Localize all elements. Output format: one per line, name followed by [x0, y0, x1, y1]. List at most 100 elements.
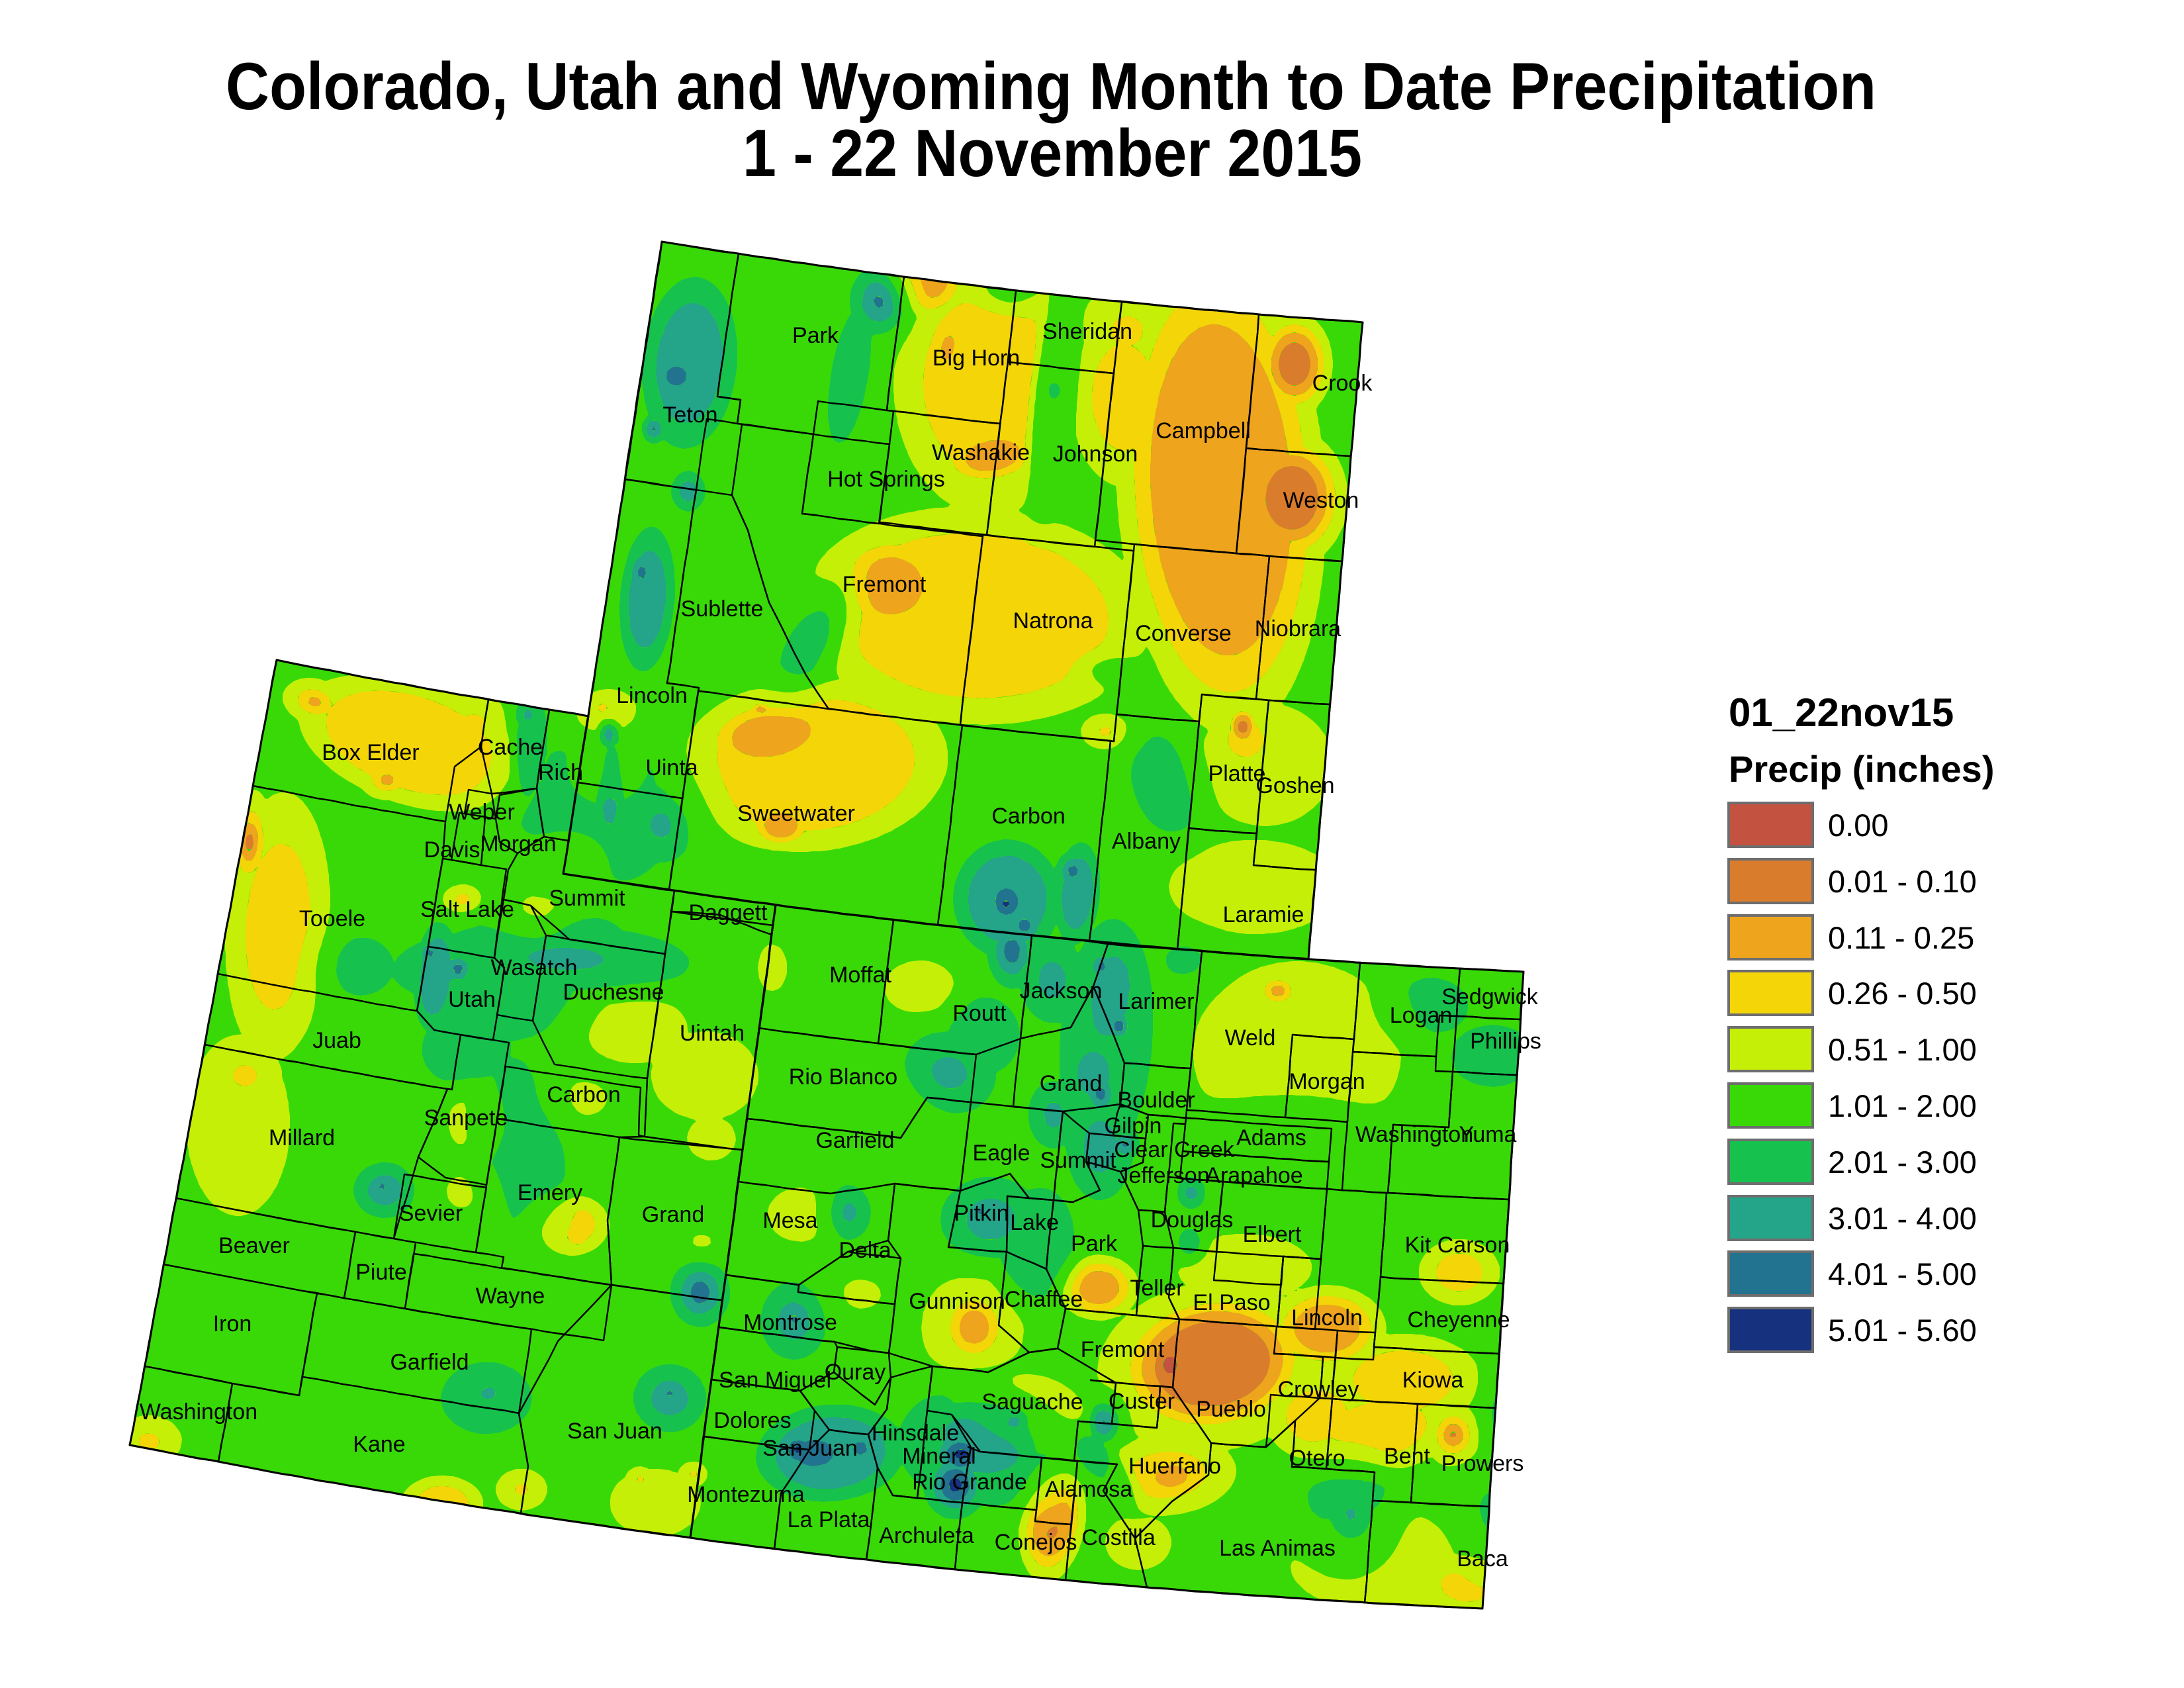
svg-text:Sedgwick: Sedgwick	[1441, 984, 1539, 1009]
svg-text:Ouray: Ouray	[825, 1360, 886, 1385]
svg-text:Carbon: Carbon	[547, 1082, 621, 1107]
svg-text:Utah: Utah	[448, 987, 496, 1012]
svg-text:Gilpin: Gilpin	[1105, 1113, 1162, 1139]
svg-text:Duchesne: Duchesne	[563, 980, 664, 1005]
svg-text:Baca: Baca	[1457, 1546, 1508, 1571]
svg-text:Cheyenne: Cheyenne	[1407, 1307, 1510, 1333]
svg-text:Lincoln: Lincoln	[616, 683, 688, 708]
svg-text:La Plata: La Plata	[788, 1507, 870, 1532]
svg-text:Conejos: Conejos	[995, 1530, 1077, 1555]
svg-text:Kiowa: Kiowa	[1402, 1368, 1464, 1393]
svg-text:Hinsdale: Hinsdale	[872, 1421, 959, 1446]
svg-text:0.01 - 0.10: 0.01 - 0.10	[1828, 864, 1977, 899]
svg-text:Juab: Juab	[312, 1028, 361, 1053]
svg-text:Las Animas: Las Animas	[1219, 1536, 1336, 1561]
svg-text:Garfield: Garfield	[815, 1128, 894, 1153]
svg-text:1.01 - 2.00: 1.01 - 2.00	[1828, 1088, 1977, 1123]
svg-text:Rich: Rich	[538, 760, 583, 785]
svg-text:Phillips: Phillips	[1470, 1029, 1541, 1054]
svg-text:Park: Park	[1071, 1231, 1118, 1256]
svg-text:Beaver: Beaver	[218, 1233, 290, 1258]
svg-text:Tooele: Tooele	[299, 906, 365, 931]
svg-text:Johnson: Johnson	[1053, 442, 1138, 467]
svg-text:Crook: Crook	[1312, 371, 1373, 396]
svg-text:Eagle: Eagle	[973, 1141, 1030, 1166]
svg-text:Fremont: Fremont	[842, 572, 927, 597]
svg-text:Morgan: Morgan	[480, 831, 556, 857]
svg-text:Rio Grande: Rio Grande	[912, 1470, 1027, 1495]
svg-text:Laramie: Laramie	[1223, 902, 1304, 927]
svg-text:Grand: Grand	[642, 1202, 705, 1227]
svg-text:Sheridan: Sheridan	[1042, 319, 1132, 344]
svg-text:Carbon: Carbon	[991, 804, 1066, 829]
svg-text:Weber: Weber	[449, 800, 515, 825]
svg-text:Kane: Kane	[353, 1432, 405, 1457]
svg-text:Costilla: Costilla	[1081, 1525, 1156, 1550]
svg-text:0.00: 0.00	[1828, 808, 1888, 843]
svg-text:Morgan: Morgan	[1289, 1069, 1365, 1094]
svg-text:Jackson: Jackson	[1020, 978, 1103, 1004]
svg-text:Colorado, Utah and Wyoming Mon: Colorado, Utah and Wyoming Month to Date…	[226, 50, 1876, 124]
svg-text:Sevier: Sevier	[399, 1201, 463, 1226]
svg-text:San Juan: San Juan	[567, 1419, 662, 1444]
svg-text:5.01 - 5.60: 5.01 - 5.60	[1828, 1313, 1977, 1348]
svg-text:Lincoln: Lincoln	[1291, 1305, 1363, 1331]
svg-text:Douglas: Douglas	[1151, 1207, 1234, 1233]
svg-text:Gunnison: Gunnison	[909, 1289, 1005, 1314]
svg-text:Box Elder: Box Elder	[322, 740, 419, 765]
svg-text:Pitkin: Pitkin	[954, 1201, 1009, 1226]
svg-text:3.01 - 4.00: 3.01 - 4.00	[1828, 1201, 1977, 1236]
svg-text:Fremont: Fremont	[1081, 1337, 1165, 1362]
svg-text:San Miguel: San Miguel	[719, 1368, 831, 1393]
svg-text:Yuma: Yuma	[1459, 1122, 1517, 1147]
svg-text:Dolores: Dolores	[713, 1408, 791, 1433]
svg-text:Lake: Lake	[1010, 1210, 1059, 1235]
svg-text:Uinta: Uinta	[645, 755, 698, 780]
svg-text:Uintah: Uintah	[680, 1021, 745, 1046]
svg-text:Routt: Routt	[952, 1001, 1007, 1026]
svg-text:Jefferson: Jefferson	[1117, 1163, 1209, 1188]
svg-text:Garfield: Garfield	[390, 1350, 469, 1375]
svg-text:Campbell: Campbell	[1156, 418, 1251, 444]
svg-text:Summit: Summit	[549, 886, 625, 911]
svg-text:0.11 - 0.25: 0.11 - 0.25	[1828, 920, 1974, 955]
svg-text:Montrose: Montrose	[743, 1310, 837, 1335]
svg-text:Niobrara: Niobrara	[1255, 616, 1341, 641]
svg-text:Summit: Summit	[1040, 1148, 1116, 1173]
svg-text:Washakie: Washakie	[932, 440, 1030, 465]
svg-text:Logan: Logan	[1390, 1003, 1453, 1028]
svg-text:Daggett: Daggett	[688, 900, 768, 925]
svg-text:Archuleta: Archuleta	[879, 1523, 974, 1548]
svg-text:San Juan: San Juan	[762, 1436, 858, 1461]
svg-text:Davis: Davis	[424, 837, 480, 863]
svg-text:Adams: Adams	[1236, 1125, 1306, 1150]
svg-text:Delta: Delta	[839, 1238, 891, 1263]
svg-text:Saguache: Saguache	[981, 1389, 1083, 1415]
svg-text:Emery: Emery	[518, 1180, 582, 1205]
svg-text:Wasatch: Wasatch	[490, 955, 577, 980]
svg-text:Albany: Albany	[1112, 829, 1181, 854]
svg-text:Piute: Piute	[355, 1260, 407, 1285]
svg-text:Otero: Otero	[1289, 1446, 1345, 1471]
svg-text:Boulder: Boulder	[1117, 1088, 1195, 1113]
svg-text:Converse: Converse	[1135, 621, 1232, 646]
svg-text:Moffat: Moffat	[829, 962, 891, 988]
svg-text:Crowley: Crowley	[1278, 1377, 1359, 1402]
svg-text:Weston: Weston	[1283, 488, 1359, 513]
svg-text:Wayne: Wayne	[476, 1284, 545, 1309]
svg-text:Sweetwater: Sweetwater	[737, 801, 855, 826]
svg-text:Elbert: Elbert	[1243, 1222, 1302, 1247]
svg-text:Natrona: Natrona	[1013, 608, 1093, 633]
svg-text:Chaffee: Chaffee	[1005, 1287, 1083, 1312]
svg-text:Platte: Platte	[1208, 761, 1266, 786]
svg-text:Precip (inches): Precip (inches)	[1729, 748, 1994, 790]
svg-text:01_22nov15: 01_22nov15	[1729, 690, 1954, 735]
svg-text:Alamosa: Alamosa	[1045, 1477, 1132, 1502]
svg-text:Rio Blanco: Rio Blanco	[789, 1064, 897, 1090]
svg-text:Teton: Teton	[662, 402, 717, 428]
svg-text:Montezuma: Montezuma	[687, 1482, 805, 1507]
svg-text:Pueblo: Pueblo	[1196, 1397, 1266, 1422]
svg-text:Salt Lake: Salt Lake	[420, 897, 514, 922]
svg-text:0.26 - 0.50: 0.26 - 0.50	[1828, 976, 1977, 1011]
svg-text:Teller: Teller	[1130, 1276, 1183, 1301]
